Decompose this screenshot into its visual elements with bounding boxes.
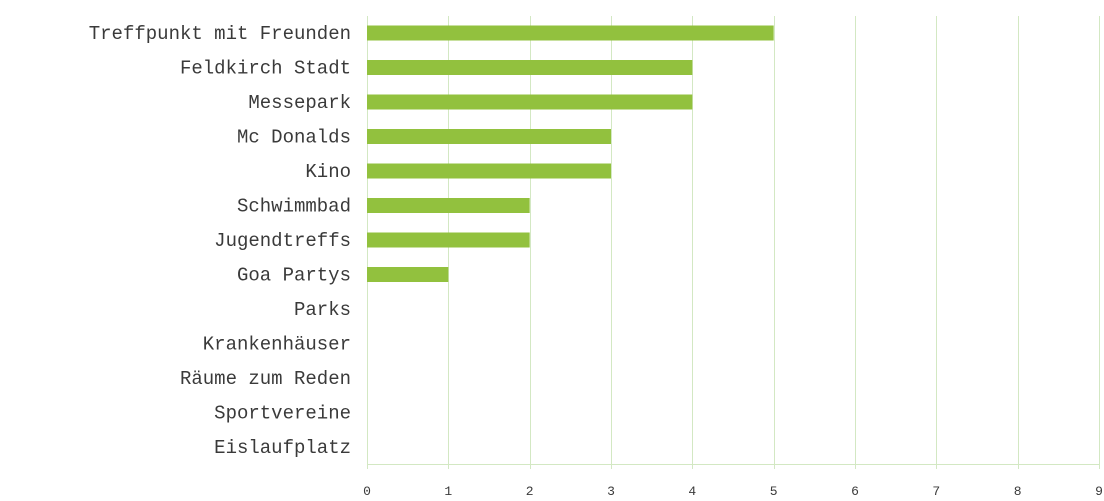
category-label: Feldkirch Stadt [180,58,351,80]
x-tick-label: 3 [607,484,615,496]
category-label: Jugendtreffs [214,230,351,252]
x-tick-label: 7 [932,484,940,496]
x-tick-label: 6 [851,484,859,496]
category-label: Messepark [248,92,351,114]
category-label: Sportvereine [214,403,351,425]
bar [367,25,774,41]
x-tick-layer: 0 1 2 3 4 5 6 7 8 9 [363,484,1103,499]
category-label: Treffpunkt mit Freunden [89,23,351,45]
x-tick-label: 8 [1014,484,1022,496]
bar [367,163,611,179]
category-label: Goa Partys [237,265,351,287]
grid-layer [367,16,1100,469]
x-tick-label: 9 [1095,484,1103,496]
bar-layer [367,25,774,282]
category-label: Mc Donalds [237,127,351,149]
category-label: Schwimmbad [237,196,351,218]
x-tick-label: 2 [526,484,534,496]
x-tick-label: 0 [363,484,371,496]
category-label: Kino [305,161,351,183]
x-tick-label: 1 [444,484,452,496]
bar [367,60,693,75]
x-tick-label: 5 [770,484,778,496]
category-label: Eislaufplatz [214,437,351,459]
x-tick-label: 4 [688,484,696,496]
category-label: Parks [294,299,351,321]
bar [367,198,530,213]
category-label: Krankenhäuser [203,334,351,356]
category-label: Räume zum Reden [180,368,351,390]
bar [367,94,693,110]
bar [367,267,449,282]
bar [367,129,611,144]
bar [367,232,530,248]
category-label-layer: Treffpunkt mit Freunden Feldkirch Stadt Me… [89,23,351,459]
